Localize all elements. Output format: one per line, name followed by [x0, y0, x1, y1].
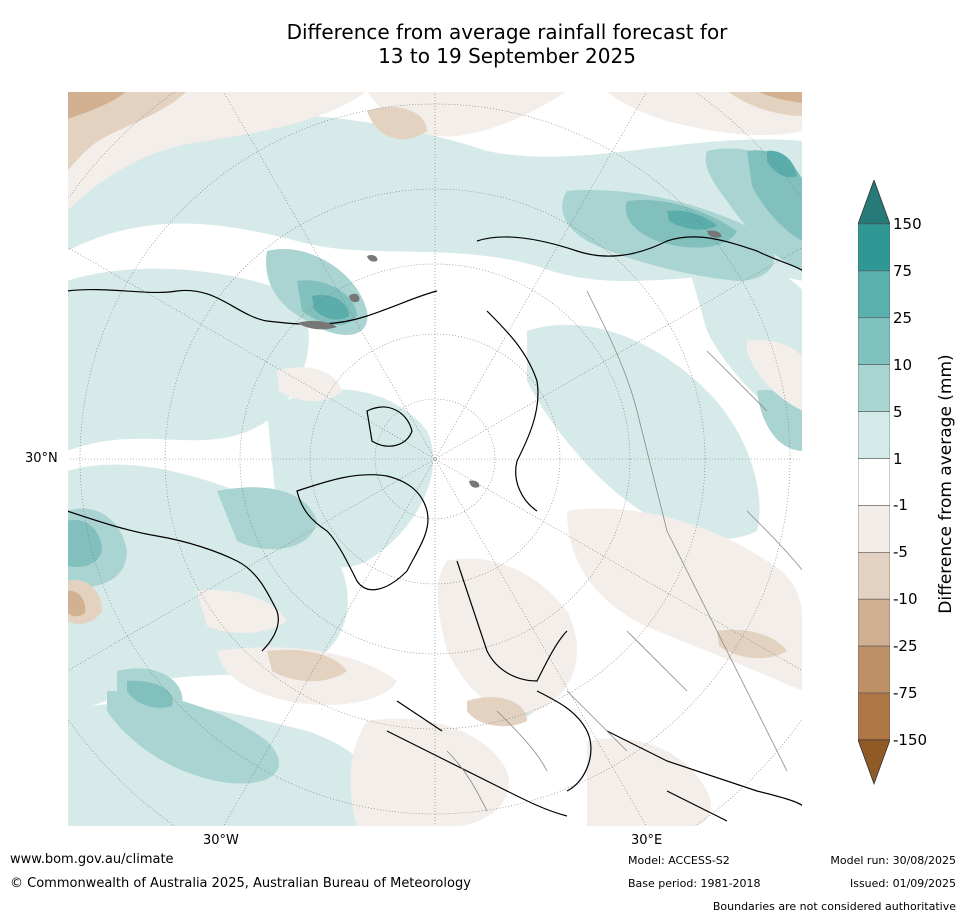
colorbar-tick-label: -75 — [893, 684, 918, 702]
map-title: Difference from average rainfall forecas… — [0, 20, 965, 68]
colorbar-segment — [858, 270, 890, 319]
colorbar-tick-label: 10 — [893, 355, 913, 374]
colorbar-segment — [858, 645, 890, 694]
model-run-label: Model run: 30/08/2025 — [830, 854, 956, 867]
colorbar-segment — [858, 505, 890, 553]
colorbar-tick-label: 5 — [893, 402, 903, 421]
colorbar-tick-label: -25 — [893, 637, 918, 656]
colorbar-segment — [858, 551, 890, 600]
rainfall-anomaly-map — [67, 91, 803, 827]
disclaimer-text: Boundaries are not considered authoritat… — [712, 900, 956, 913]
colorbar-segment — [858, 458, 890, 506]
copyright-text: © Commonwealth of Australia 2025, Austra… — [10, 876, 471, 891]
graticule — [67, 91, 803, 827]
colorbar-tick-label: -150 — [893, 730, 928, 749]
issued-label: Issued: 01/09/2025 — [849, 877, 956, 890]
colorbar-segment — [858, 364, 890, 412]
colorbar-tick-label: 1 — [893, 449, 903, 468]
colorbar-segment — [858, 598, 890, 647]
dry-anomaly-strong — [67, 91, 803, 617]
title-line-2: 13 to 19 September 2025 — [378, 44, 636, 68]
longitude-label-30e: 30°E — [631, 833, 663, 848]
model-label: Model: ACCESS-S2 — [628, 854, 730, 867]
base-period-label: Base period: 1981-2018 — [628, 877, 761, 890]
map-canvas — [67, 91, 803, 827]
map-frame — [67, 91, 803, 827]
elevation-mask — [297, 230, 722, 488]
coastlines — [67, 236, 803, 822]
colorbar-arrow-bottom — [858, 739, 890, 785]
colorbar-title: Difference from average (mm) — [936, 354, 956, 614]
colorbar-tick-label: -5 — [893, 543, 908, 562]
dry-anomaly-medium — [67, 91, 803, 727]
latitude-label-30n: 30°N — [25, 451, 58, 466]
colorbar-tick-label: 150 — [893, 215, 922, 233]
colorbar-arrow-top — [858, 180, 890, 225]
colorbar-segment — [858, 317, 890, 366]
colorbar-segment — [858, 692, 890, 741]
colorbar-tick-label: 75 — [893, 261, 913, 280]
website-link[interactable]: www.bom.gov.au/climate — [10, 852, 174, 867]
longitude-label-30w: 30°W — [203, 833, 239, 848]
colorbar-tick-label: -1 — [893, 496, 908, 515]
colorbar-tick-label: 25 — [893, 308, 913, 327]
wet-anomaly-very-strong — [312, 150, 797, 320]
colorbar-segment — [858, 411, 890, 459]
colorbar-segment — [858, 223, 890, 272]
country-borders — [446, 290, 803, 812]
dry-anomaly-light — [67, 91, 803, 827]
title-line-1: Difference from average rainfall forecas… — [286, 20, 728, 44]
colorbar-tick-label: -10 — [893, 590, 918, 609]
colorbar — [858, 180, 890, 785]
